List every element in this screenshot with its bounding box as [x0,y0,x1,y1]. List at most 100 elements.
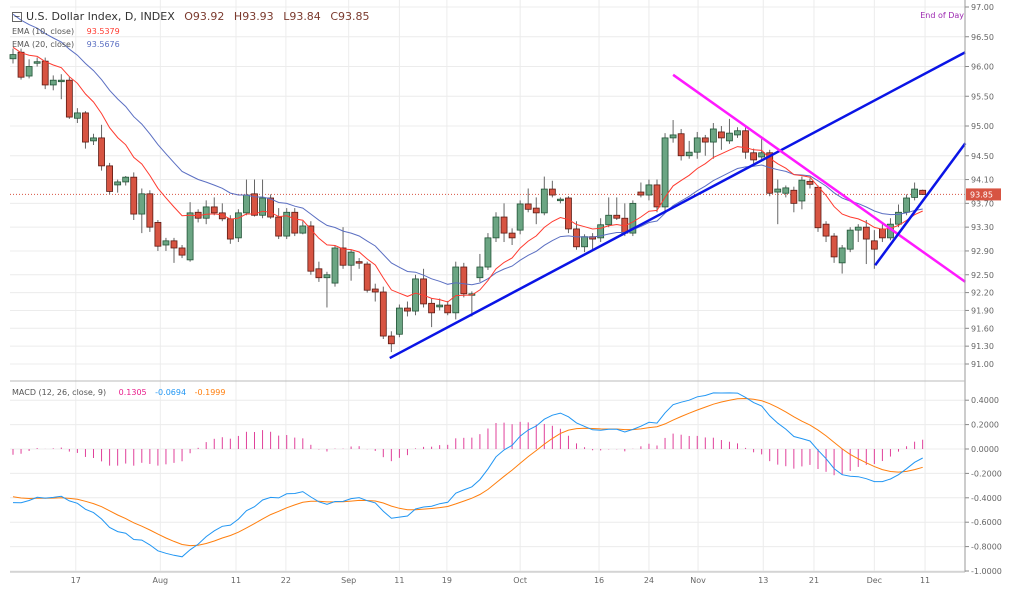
symbol-header: − U.S. Dollar Index, D, INDEX O93.92 H93.… [12,10,369,23]
candle-down [339,247,347,266]
price-tick-label: 92.20 [971,289,994,298]
macd-histogram [12,421,924,476]
candle-down [613,214,621,219]
candle-up [661,137,669,208]
candle-down [524,203,532,210]
high-value: H93.93 [233,10,274,23]
candle-up [323,274,331,279]
macd-signal-line [12,397,923,547]
macd-tick-label: -0.4000 [971,494,1002,503]
candle-up [243,194,250,214]
candle-up [693,137,701,153]
candle-up [709,128,717,143]
candle-up [9,54,17,60]
collapse-icon[interactable]: − [12,12,22,22]
candle-up [202,206,210,219]
candle-up [452,266,460,314]
macd-tick-label: -1.0000 [971,567,1002,576]
candle-down [742,130,749,153]
candle-down [822,223,830,237]
candle-up [782,187,790,194]
session-label: End of Day [920,11,964,20]
macd-line [12,392,923,558]
candle-down [355,261,363,264]
price-tick-label: 94.10 [971,176,994,185]
price-tick-label: 91.30 [971,342,994,351]
time-tick-label: Dec [867,576,882,585]
candle-up [395,307,403,335]
candle-down [226,218,234,240]
candle-up [49,79,57,86]
time-tick-label: Oct [513,576,527,585]
candle-down [420,278,427,305]
ema10-line [12,46,923,303]
macd-legend[interactable]: MACD (12, 26, close, 9) 0.1305 -0.0694 -… [12,388,226,397]
candle-up [605,214,613,226]
candle-down [790,189,798,204]
candle-up [412,278,419,312]
candle-up [903,197,910,213]
candle-down [653,184,661,208]
time-tick-label: 17 [71,576,81,585]
candle-down [677,133,685,157]
ema10-label: EMA (10, close) [12,27,75,36]
macd-tick-label: 0.4000 [971,396,999,405]
price-tick-label: 97.00 [971,3,994,12]
support-trendline [389,51,966,360]
time-tick-label: Sep [341,576,356,585]
candle-up [734,130,741,136]
price-tick-label: 95.00 [971,122,994,131]
candle-down [130,176,138,215]
candle-up [895,211,902,225]
price-tick-label: 93.30 [971,223,994,232]
macd-tick-label: -0.8000 [971,543,1002,552]
time-tick-label: 16 [594,576,604,585]
price-tick-label: 92.90 [971,247,994,256]
macd-signal-value: -0.1999 [194,388,226,397]
candle-down [870,240,878,250]
candle-up [299,225,307,234]
candle-up [57,79,65,83]
candle-up [492,216,500,239]
candle-down [82,112,89,143]
candle-down [404,307,411,312]
time-tick-label: 21 [809,576,819,585]
candle-up [25,66,33,77]
candle-down [106,165,113,192]
candle-down [275,216,283,237]
price-tick-label: 91.60 [971,324,994,333]
price-tick-label: 91.00 [971,360,994,369]
candle-down [460,266,468,295]
candle-down [500,216,508,234]
axes: 97.00 96.50 96.00 95.50 95.00 94.50 94.10 93.70… [10,0,1002,585]
time-tick-label: 11 [394,576,404,585]
price-tick-label: 91.90 [971,306,994,315]
macd-hist-value: 0.1305 [118,388,147,397]
candle-down [428,302,436,314]
candle-down [919,189,927,195]
ema20-line [12,13,923,286]
price-tick-label: 96.50 [971,33,994,42]
candle-down [98,137,105,167]
candle-down [251,193,258,216]
candle-up [138,193,146,215]
candle-up [516,203,524,231]
candle-down [146,193,154,228]
candle-up [484,237,492,268]
candle-up [186,212,194,261]
low-value: L93.84 [283,10,321,23]
candle-up [846,229,854,250]
candle-down [532,207,540,214]
candle-up [234,212,242,239]
time-tick-label: 24 [644,576,654,585]
candle-down [701,137,709,143]
candle-down [363,263,371,291]
symbol-title: U.S. Dollar Index, D, INDEX [26,10,175,23]
ema10-legend[interactable]: EMA (10, close) 93.5379 [12,27,120,36]
candle-down [806,180,814,185]
ema20-legend[interactable]: EMA (20, close) 93.5676 [12,40,120,49]
candle-up [685,151,693,157]
candle-up [557,198,564,202]
candle-down [444,304,452,314]
